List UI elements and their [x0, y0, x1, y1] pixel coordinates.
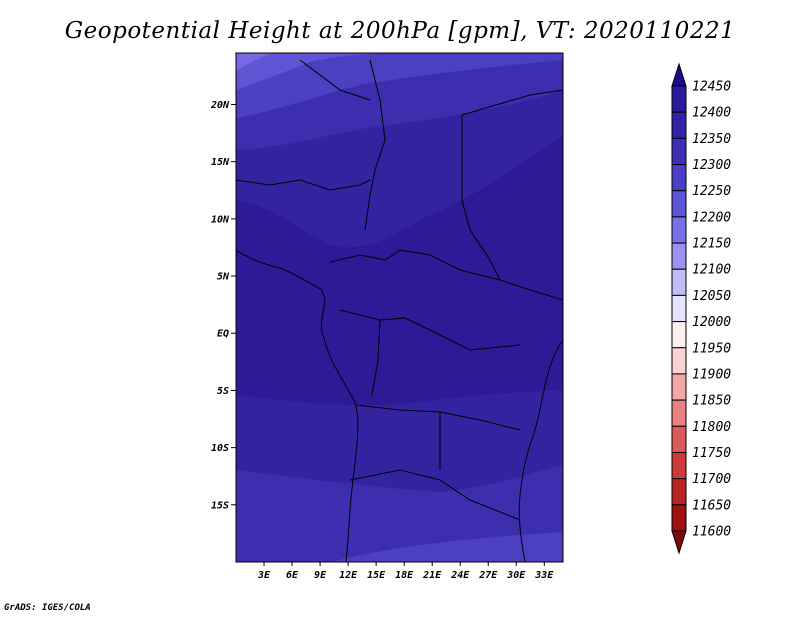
colorbar-segment-7 [671, 268, 687, 296]
lat-tick-label-6: 10S [211, 443, 229, 454]
lat-tick-label-2: 10N [211, 214, 230, 225]
lon-tick-label-2: 9E [314, 570, 327, 581]
lat-axis: 20N 15N 10N 5N EQ 5S 10S 15S [210, 100, 236, 511]
colorbar-segment-5 [671, 216, 687, 244]
field-band-north-5 [236, 53, 272, 70]
border-7 [339, 309, 521, 351]
lon-tick-label-7: 24E [450, 570, 470, 581]
colorbar-segment-8 [671, 294, 687, 323]
colorbar-label-16: 11650 [692, 498, 731, 513]
colorbar-label-17: 11600 [692, 525, 731, 540]
colorbar-segment-12 [671, 399, 687, 427]
lat-tick-label-5: 5S [217, 386, 229, 397]
colorbar-label-15: 11700 [692, 472, 731, 487]
border-9 [349, 469, 521, 521]
colorbar-label-8: 12050 [692, 289, 731, 304]
colorbar-segment-0 [671, 85, 687, 113]
lat-tick-label-4: EQ [217, 329, 229, 340]
field-band-north-3 [236, 53, 563, 118]
lon-tick-label-9: 30E [506, 570, 526, 581]
lat-tick-label-1: 15N [211, 157, 230, 168]
colorbar-label-12: 11850 [692, 394, 731, 409]
colorbar-label-2: 12350 [692, 132, 731, 147]
lon-axis: 3E 6E 9E 12E 15E 18E 21E 24E 27E 30E 33E [257, 562, 554, 581]
lon-tick-label-1: 6E [286, 570, 299, 581]
colorbar-segment-4 [671, 190, 687, 218]
colorbar-label-13: 11800 [692, 420, 731, 435]
border-1 [236, 179, 371, 191]
colorbar-segment-14 [671, 451, 687, 480]
lon-tick-label-6: 21E [422, 570, 442, 581]
colorbar-segment-13 [671, 425, 687, 453]
lat-tick-label-0: 20N [210, 100, 230, 111]
border-4 [299, 59, 371, 101]
lon-tick-label-5: 18E [395, 570, 414, 581]
border-5 [461, 89, 563, 116]
colorbar-segment-16 [671, 504, 687, 532]
colorbar-segment-10 [671, 347, 687, 375]
colorbar-label-6: 12150 [692, 237, 731, 252]
lat-tick-label-7: 15S [211, 500, 229, 511]
lon-tick-label-0: 3E [257, 570, 271, 581]
colorbar-segment-15 [671, 478, 687, 506]
colorbar-label-7: 12100 [692, 263, 731, 278]
border-10 [371, 319, 381, 396]
lon-tick-label-4: 15E [367, 570, 386, 581]
colorbar-label-9: 12000 [692, 315, 731, 330]
colorbar-label-14: 11750 [692, 446, 731, 461]
lat-tick-label-3: 5N [217, 272, 230, 283]
colorbar-label-0: 12450 [692, 80, 731, 95]
colorbar-label-10: 11950 [692, 341, 731, 356]
west-africa-coastline [236, 249, 359, 562]
colorbar-label-5: 12200 [692, 210, 731, 225]
field-band-south-3 [330, 532, 563, 562]
height-field [236, 53, 563, 562]
border-2 [364, 59, 386, 231]
colorbar-label-3: 12300 [692, 158, 731, 173]
colorbar-segment-1 [671, 111, 687, 139]
border-3 [461, 115, 501, 281]
colorbar-label-4: 12250 [692, 184, 731, 199]
lon-tick-label-3: 12E [339, 570, 358, 581]
map-title: Geopotential Height at 200hPa [gpm], VT:… [64, 18, 736, 44]
colorbar: 12450 12400 12350 12300 12250 12200 12150 12100… [671, 62, 731, 555]
colorbar-segment-9 [671, 321, 687, 349]
map-plot: 20N 15N 10N 5N EQ 5S 10S 15S 3E 6E 9E 12E 15E 18E 21E… [210, 52, 731, 581]
coastlines-borders [236, 59, 563, 562]
field-band-south-2 [236, 465, 563, 562]
lon-tick-label-8: 27E [478, 570, 498, 581]
credit-label: GrADS: IGES/COLA [4, 603, 91, 613]
colorbar-segment-2 [671, 137, 687, 166]
colorbar-top-arrow [671, 62, 687, 87]
lon-tick-label-10: 33E [534, 570, 554, 581]
colorbar-bottom-arrow [671, 530, 687, 555]
map-frame [235, 52, 564, 563]
field-band-north-4 [236, 53, 400, 90]
colorbar-segment-11 [671, 373, 687, 401]
colorbar-label-1: 12400 [692, 106, 731, 121]
colorbar-label-11: 11900 [692, 367, 731, 382]
colorbar-segment-3 [671, 164, 687, 192]
border-6 [329, 249, 563, 301]
east-africa-coastline [518, 339, 563, 562]
colorbar-segment-6 [671, 242, 687, 270]
